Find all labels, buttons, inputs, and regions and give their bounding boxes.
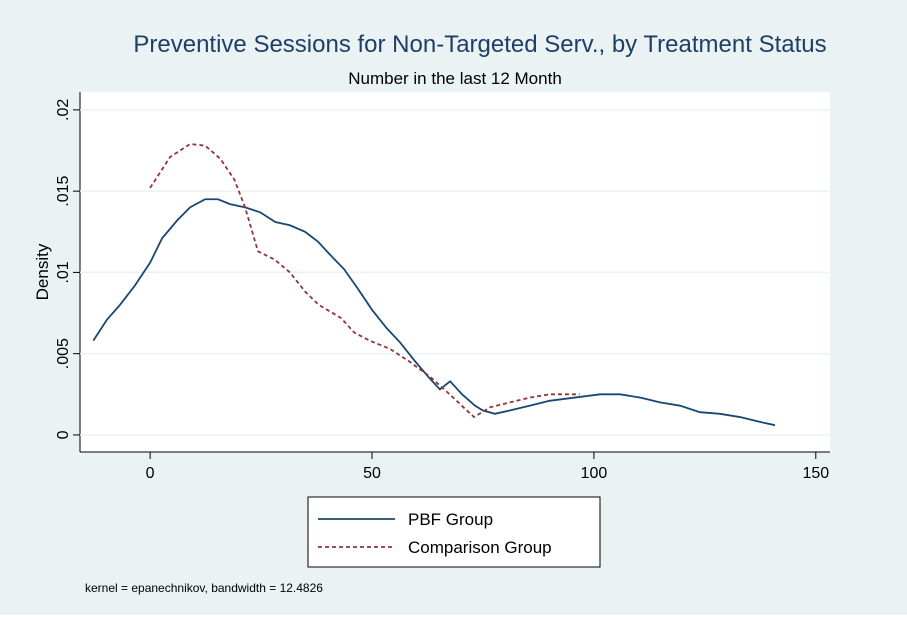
line-series	[92, 198, 776, 427]
legend-label: Comparison Group	[408, 538, 552, 557]
x-tick-label: 0	[146, 465, 155, 482]
chart-title: Preventive Sessions for Non-Targeted Ser…	[133, 31, 826, 58]
x-tick-label: 150	[802, 465, 829, 482]
x-tick-label: 50	[363, 465, 381, 482]
chart-subtitle: Number in the last 12 Month	[348, 69, 562, 88]
y-tick-label: .015	[55, 175, 72, 206]
x-tick-label: 100	[581, 465, 608, 482]
legend	[307, 496, 601, 568]
y-tick-label: .02	[55, 99, 72, 121]
y-tick-label: .005	[55, 338, 72, 369]
line-series	[149, 143, 580, 419]
note: kernel = epanechnikov, bandwidth = 12.48…	[85, 581, 323, 595]
y-tick-label: 0	[55, 430, 72, 439]
legend-label: PBF Group	[408, 510, 493, 529]
y-axis-label: Density	[33, 243, 52, 300]
y-tick-label: .01	[55, 261, 72, 283]
